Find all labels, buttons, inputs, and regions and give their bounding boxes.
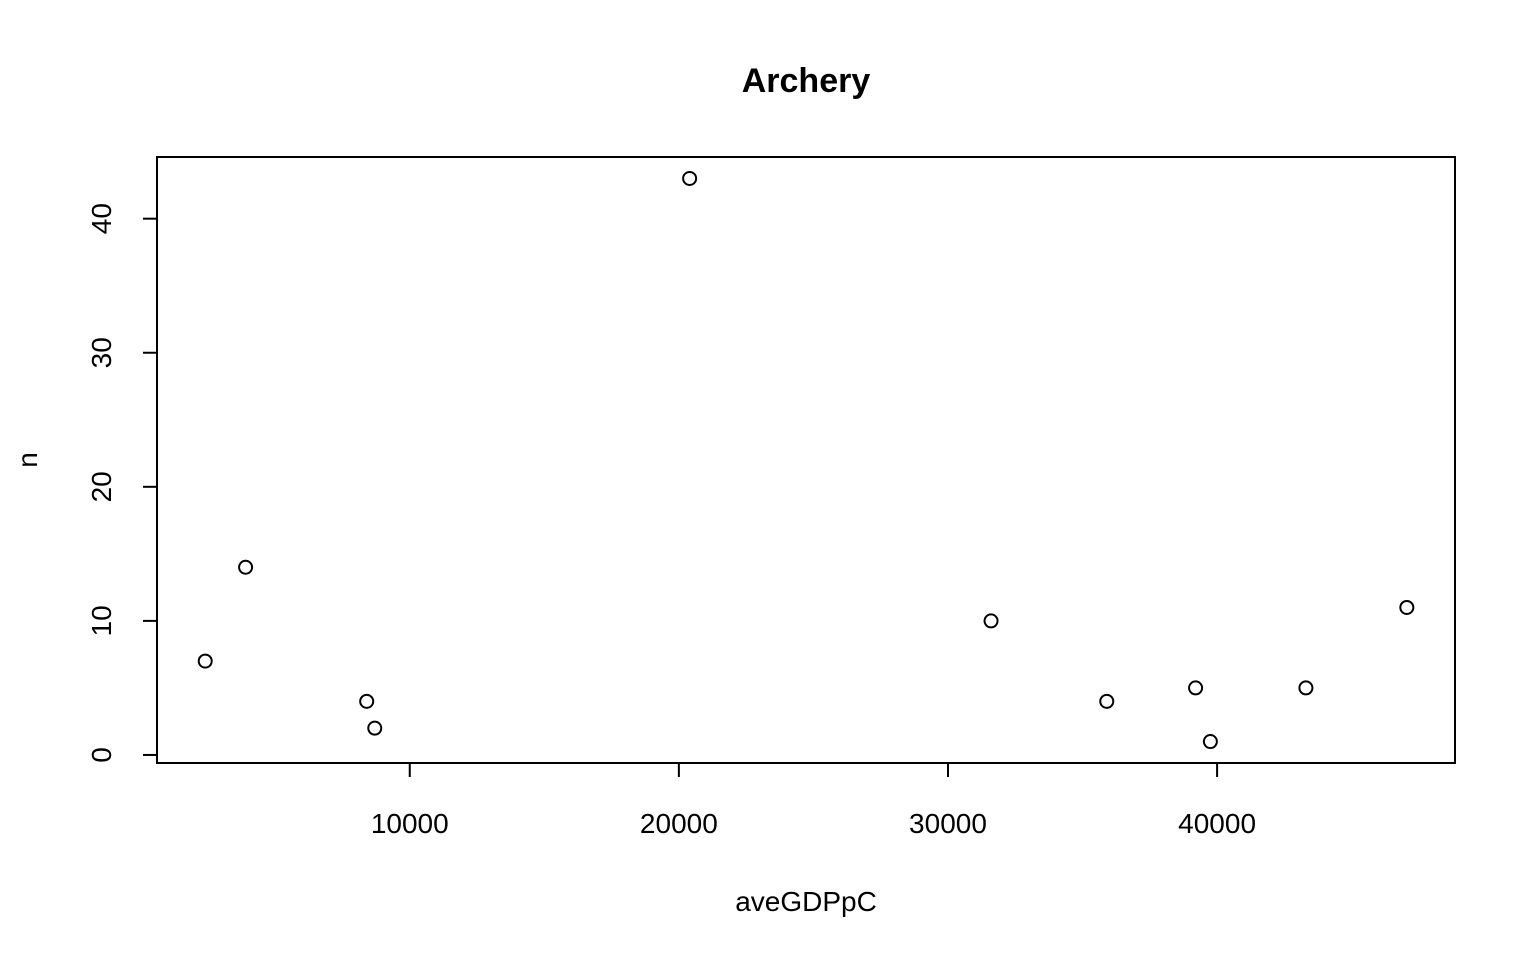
y-tick-label: 30 bbox=[86, 337, 117, 368]
x-tick-label: 30000 bbox=[909, 808, 987, 839]
plot-frame bbox=[156, 156, 1456, 764]
chart-title: Archery bbox=[742, 62, 871, 100]
x-axis-label: aveGDPpC bbox=[735, 886, 877, 917]
y-tick-label: 40 bbox=[86, 203, 117, 234]
data-point bbox=[1099, 693, 1115, 709]
data-point bbox=[359, 693, 375, 709]
y-tick-label: 10 bbox=[86, 605, 117, 636]
x-tick-label: 20000 bbox=[640, 808, 718, 839]
y-tick-label: 20 bbox=[86, 471, 117, 502]
data-point bbox=[367, 720, 383, 736]
data-point bbox=[1399, 599, 1415, 615]
data-point bbox=[238, 559, 254, 575]
data-point bbox=[1298, 680, 1314, 696]
y-axis: 0 10 20 30 40 bbox=[86, 203, 157, 763]
y-axis-label: n bbox=[12, 452, 43, 468]
x-tick-label: 40000 bbox=[1178, 808, 1256, 839]
data-point bbox=[1188, 680, 1204, 696]
data-point bbox=[983, 613, 999, 629]
x-axis: 10000 20000 30000 40000 bbox=[371, 763, 1256, 839]
data-point bbox=[197, 653, 213, 669]
data-point bbox=[1202, 734, 1218, 750]
y-tick-label: 0 bbox=[86, 747, 117, 763]
data-point bbox=[682, 170, 698, 186]
data-points bbox=[197, 170, 1415, 750]
x-tick-label: 10000 bbox=[371, 808, 449, 839]
